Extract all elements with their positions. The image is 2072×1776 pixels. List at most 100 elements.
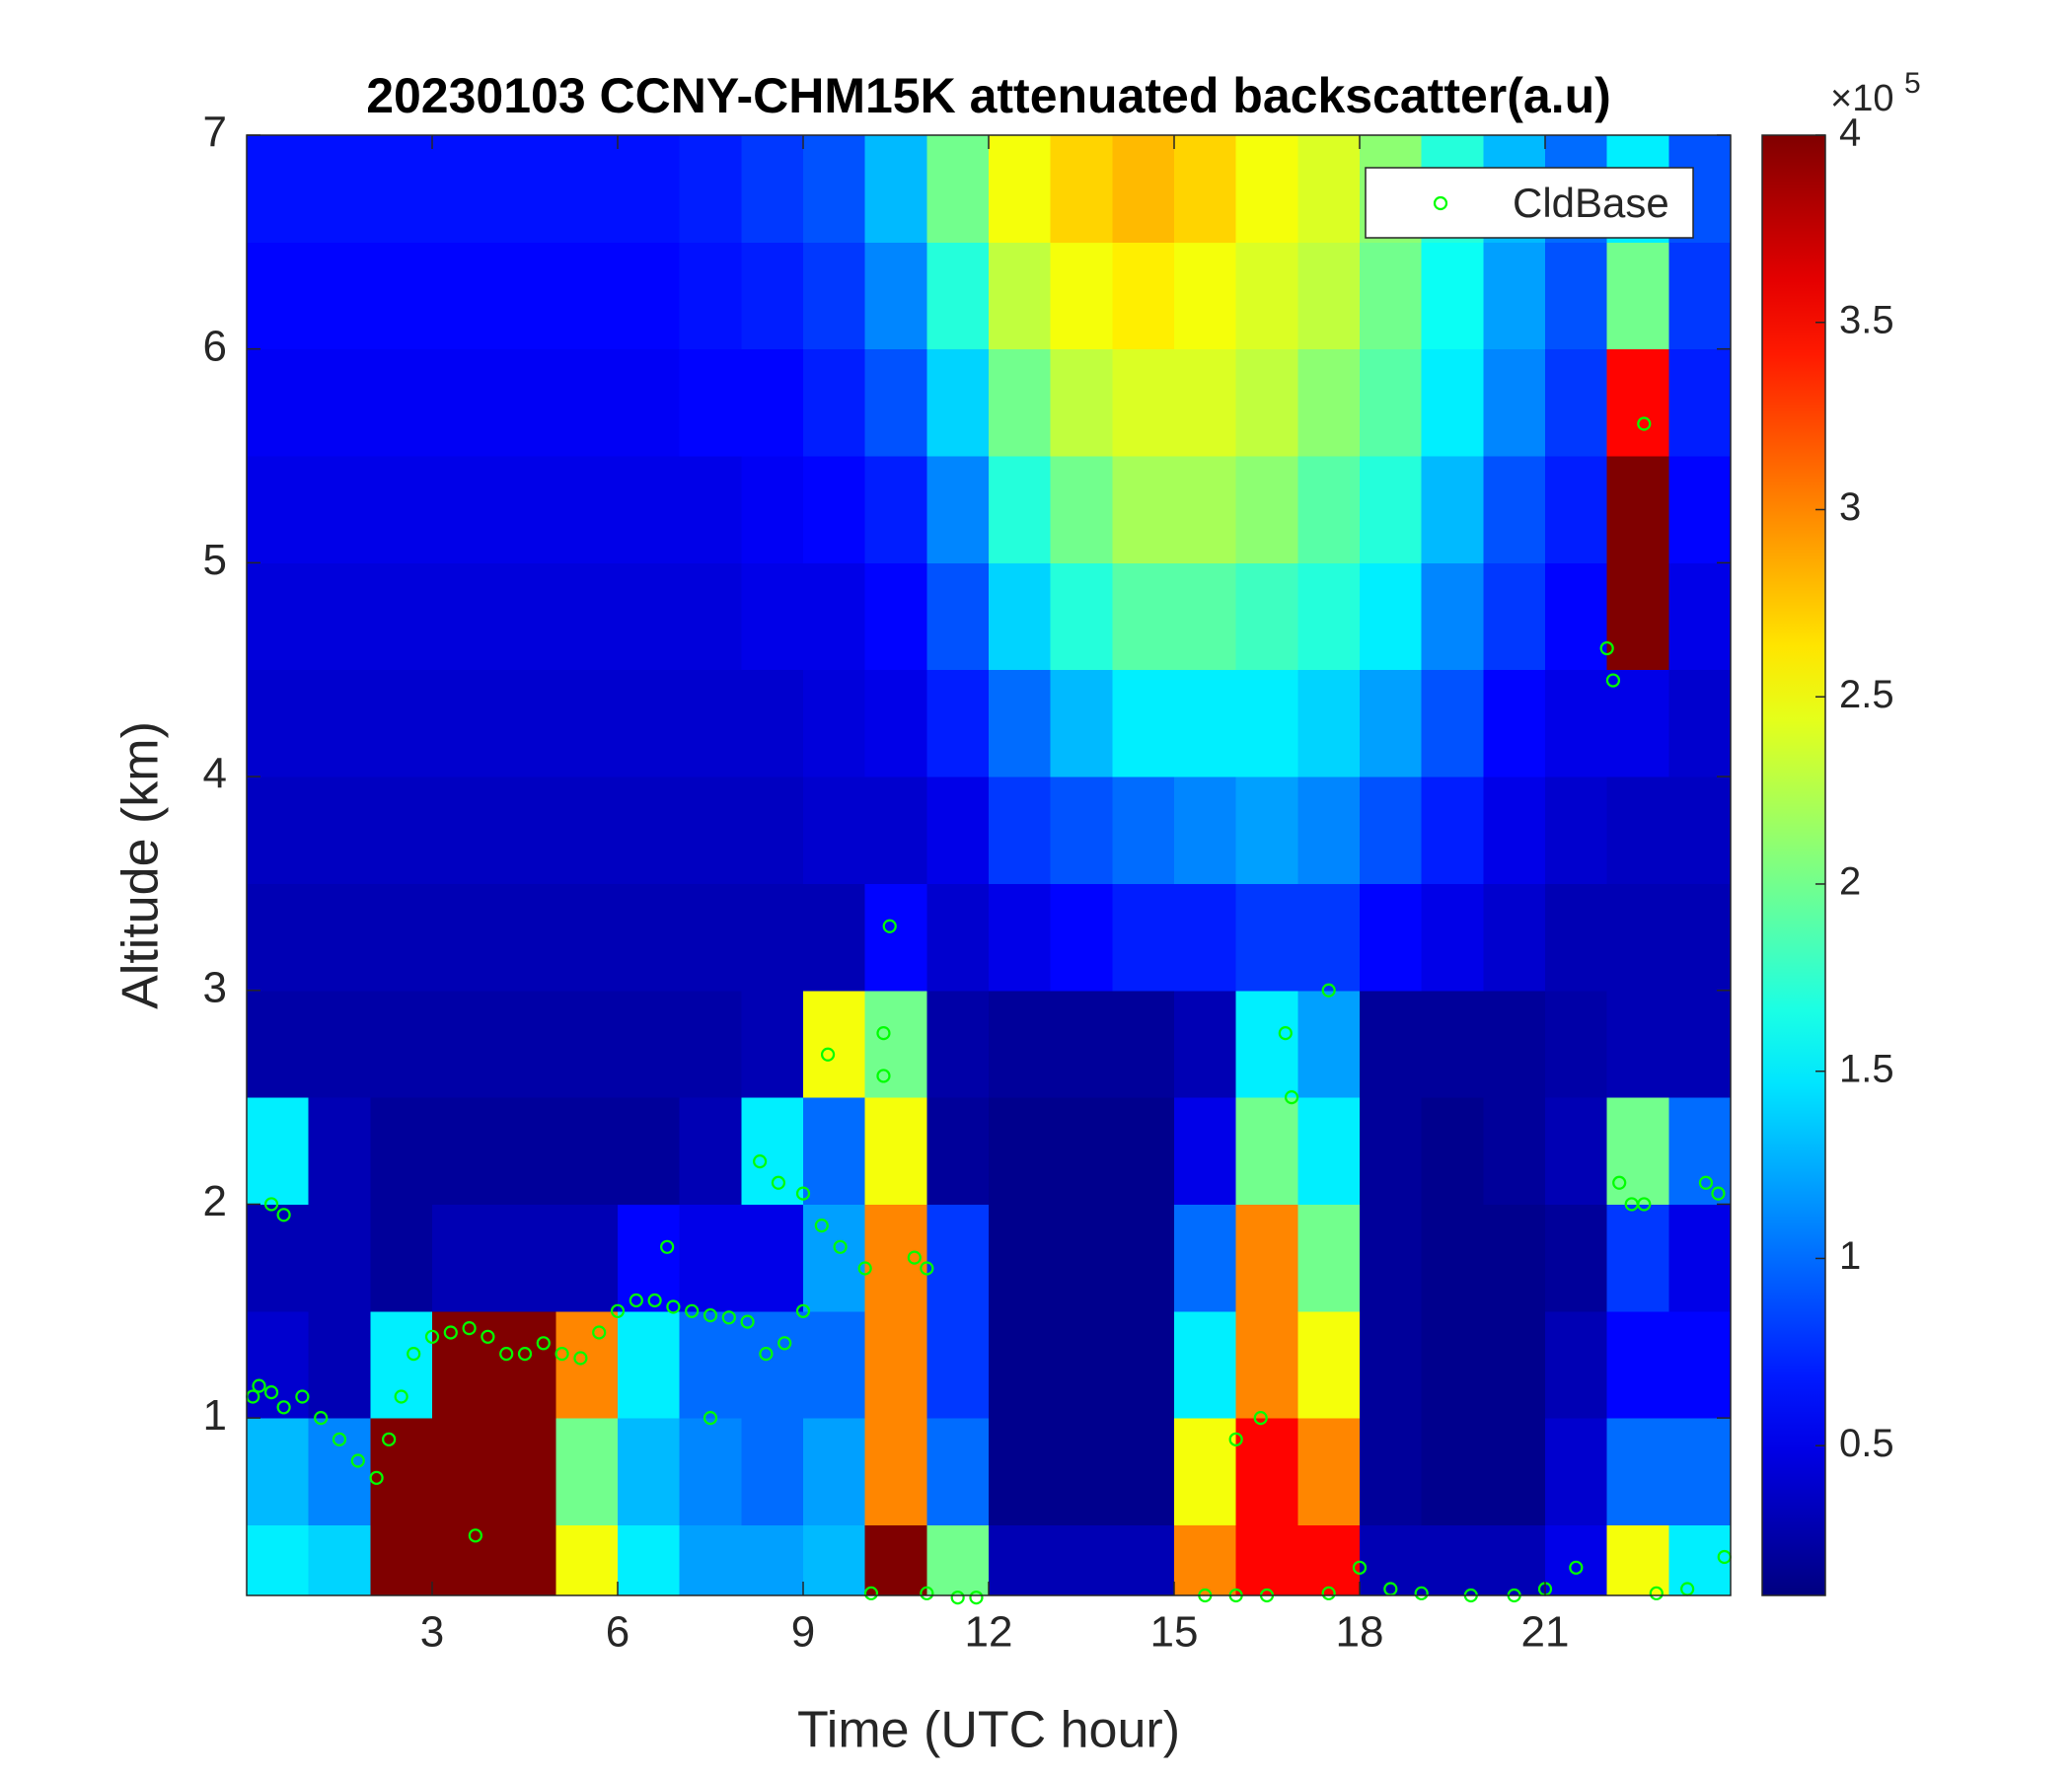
heatmap-cell bbox=[803, 883, 866, 992]
heatmap-cell bbox=[1545, 348, 1608, 457]
heatmap-cell bbox=[926, 348, 990, 457]
heatmap-cell bbox=[803, 990, 866, 1098]
heatmap-cell bbox=[432, 135, 495, 243]
cloud-base-point bbox=[592, 1325, 607, 1340]
cloud-base-point bbox=[814, 1219, 829, 1233]
y-tick-label: 3 bbox=[203, 963, 227, 1011]
heatmap-cell bbox=[618, 1310, 681, 1419]
heatmap-cell bbox=[679, 562, 742, 671]
cloud-base-point bbox=[907, 1250, 922, 1265]
x-tick-label: 21 bbox=[1521, 1608, 1570, 1657]
heatmap-cell bbox=[247, 1097, 310, 1205]
heatmap-cell bbox=[1297, 562, 1361, 671]
heatmap-cell bbox=[493, 777, 556, 884]
heatmap-cell bbox=[247, 135, 310, 243]
heatmap-cell bbox=[679, 135, 742, 243]
heatmap-cell bbox=[1174, 1418, 1237, 1525]
heatmap-cell bbox=[1668, 1310, 1732, 1419]
heatmap-cell bbox=[308, 456, 371, 563]
colorbar-tick-label: 3 bbox=[1839, 485, 1861, 529]
heatmap-cell bbox=[926, 990, 990, 1098]
heatmap-cell bbox=[1668, 1524, 1732, 1596]
cloud-base-point bbox=[462, 1321, 477, 1336]
colorbar-tick-label: 2.5 bbox=[1839, 673, 1894, 716]
cloud-base-point bbox=[555, 1347, 569, 1362]
heatmap-cell bbox=[864, 562, 927, 671]
colorbar-scale-exponent: 5 bbox=[1904, 67, 1921, 100]
heatmap-cell bbox=[1174, 669, 1237, 777]
heatmap-cell bbox=[1360, 777, 1423, 884]
heatmap-cell bbox=[1297, 990, 1361, 1098]
heatmap-cell bbox=[1545, 1097, 1608, 1205]
heatmap-cell bbox=[1606, 456, 1669, 563]
cloud-base-point bbox=[468, 1528, 482, 1543]
heatmap-cell bbox=[618, 242, 681, 350]
cloud-base-point bbox=[721, 1310, 736, 1325]
heatmap-cell bbox=[493, 669, 556, 777]
cloud-base-point bbox=[740, 1314, 755, 1329]
heatmap-cell bbox=[1421, 242, 1484, 350]
heatmap-cell bbox=[1050, 777, 1113, 884]
heatmap-cell bbox=[1421, 1097, 1484, 1205]
heatmap-cell bbox=[555, 1310, 619, 1419]
heatmap-cell bbox=[1112, 135, 1175, 243]
heatmap-cell bbox=[1545, 990, 1608, 1098]
cloud-base-point bbox=[1637, 1197, 1652, 1212]
heatmap-cell bbox=[1112, 777, 1175, 884]
heatmap-cell bbox=[555, 135, 619, 243]
legend-marker bbox=[1433, 195, 1448, 211]
cloud-base-point bbox=[876, 1026, 891, 1041]
heatmap-cell bbox=[1174, 1310, 1237, 1419]
legend-label: CldBase bbox=[1513, 180, 1669, 226]
cloud-base-point bbox=[703, 1308, 718, 1323]
legend-box bbox=[1365, 167, 1694, 239]
heatmap-cell bbox=[493, 242, 556, 350]
heatmap-cell bbox=[618, 1524, 681, 1596]
heatmap-cell bbox=[432, 777, 495, 884]
heatmap-cell bbox=[618, 669, 681, 777]
heatmap-cell bbox=[741, 1204, 804, 1312]
heatmap-cell bbox=[1483, 1524, 1546, 1596]
heatmap-cell bbox=[926, 777, 990, 884]
cloud-base-point bbox=[314, 1411, 329, 1426]
heatmap-cell bbox=[370, 669, 433, 777]
cloud-base-point bbox=[1599, 640, 1614, 656]
heatmap-cell bbox=[1050, 1524, 1113, 1596]
heatmap-cell bbox=[493, 562, 556, 671]
heatmap-cell bbox=[1235, 1097, 1298, 1205]
cloud-base-point bbox=[350, 1453, 365, 1468]
heatmap-cell bbox=[1421, 990, 1484, 1098]
heatmap-cell bbox=[1174, 1524, 1237, 1596]
heatmap-cell bbox=[864, 242, 927, 350]
heatmap-cell bbox=[1483, 562, 1546, 671]
y-tick-label: 1 bbox=[203, 1391, 227, 1440]
chart-title: 20230103 CCNY-CHM15K attenuated backscat… bbox=[366, 68, 1611, 123]
colorbar-tick-label: 0.5 bbox=[1839, 1422, 1894, 1465]
heatmap-cell bbox=[1297, 1418, 1361, 1525]
heatmap-cell bbox=[308, 669, 371, 777]
heatmap-cell bbox=[432, 883, 495, 992]
y-tick-label: 6 bbox=[203, 322, 227, 370]
heatmap-cell bbox=[1668, 348, 1732, 457]
colorbar-tick-label: 2 bbox=[1839, 860, 1861, 904]
heatmap-cell bbox=[555, 1097, 619, 1205]
cloud-base-point bbox=[1711, 1186, 1726, 1201]
heatmap-cell bbox=[370, 1310, 433, 1419]
heatmap-cell bbox=[864, 1310, 927, 1419]
heatmap-cell bbox=[247, 883, 310, 992]
heatmap-cell bbox=[1421, 1524, 1484, 1596]
cloud-base-point bbox=[777, 1336, 792, 1351]
heatmap-cell bbox=[1421, 1310, 1484, 1419]
heatmap-cell bbox=[926, 1204, 990, 1312]
heatmap-cell bbox=[679, 242, 742, 350]
cloud-base-point bbox=[499, 1347, 514, 1362]
cloud-base-point bbox=[332, 1432, 347, 1446]
heatmap-cell bbox=[247, 777, 310, 884]
cloud-base-point bbox=[685, 1303, 700, 1318]
heatmap-cell bbox=[1668, 562, 1732, 671]
heatmap-cell bbox=[370, 1524, 433, 1596]
heatmap-cell bbox=[432, 242, 495, 350]
heatmap-cell bbox=[989, 348, 1052, 457]
heatmap-cell bbox=[741, 135, 804, 243]
heatmap-cell bbox=[741, 242, 804, 350]
